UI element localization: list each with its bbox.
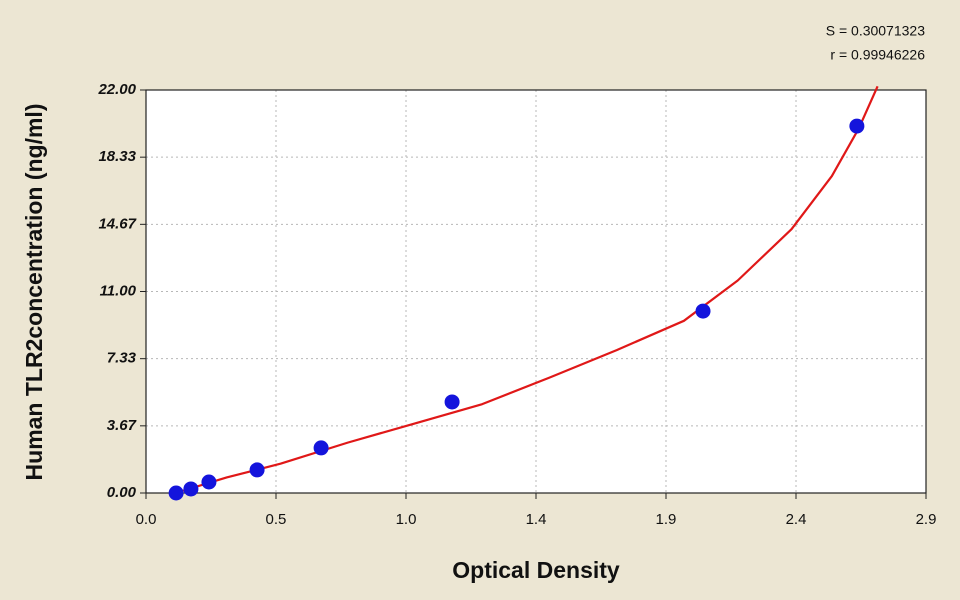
annotation: r = 0.99946226	[830, 47, 925, 63]
data-point	[201, 474, 217, 490]
y-tick-label: 18.33	[98, 148, 136, 165]
data-point	[249, 462, 265, 478]
data-point	[849, 118, 865, 134]
data-point	[695, 303, 711, 319]
y-tick-label: 14.67	[98, 215, 136, 232]
fit-curve	[175, 85, 879, 495]
x-tick-label: 0.0	[136, 511, 157, 528]
data-point	[168, 485, 184, 501]
y-tick-label: 22.00	[97, 81, 136, 98]
y-tick-label: 7.33	[107, 350, 137, 367]
data-point	[444, 394, 460, 410]
y-tick-label: 0.00	[107, 484, 137, 501]
x-tick-label: 1.4	[526, 511, 547, 528]
y-tick-label: 3.67	[107, 417, 137, 434]
x-tick-label: 1.9	[656, 511, 677, 528]
data-point	[183, 481, 199, 497]
x-axis-label: Optical Density	[452, 557, 620, 583]
x-tick-label: 2.9	[916, 511, 937, 528]
y-axis-label: Human TLR2concentration (ng/ml)	[21, 104, 47, 481]
x-tick-label: 0.5	[266, 511, 287, 528]
x-tick-label: 1.0	[396, 511, 417, 528]
data-point	[313, 440, 329, 456]
y-tick-label: 11.00	[100, 282, 137, 299]
x-tick-label: 2.4	[786, 511, 807, 528]
annotation: S = 0.30071323	[826, 23, 925, 39]
